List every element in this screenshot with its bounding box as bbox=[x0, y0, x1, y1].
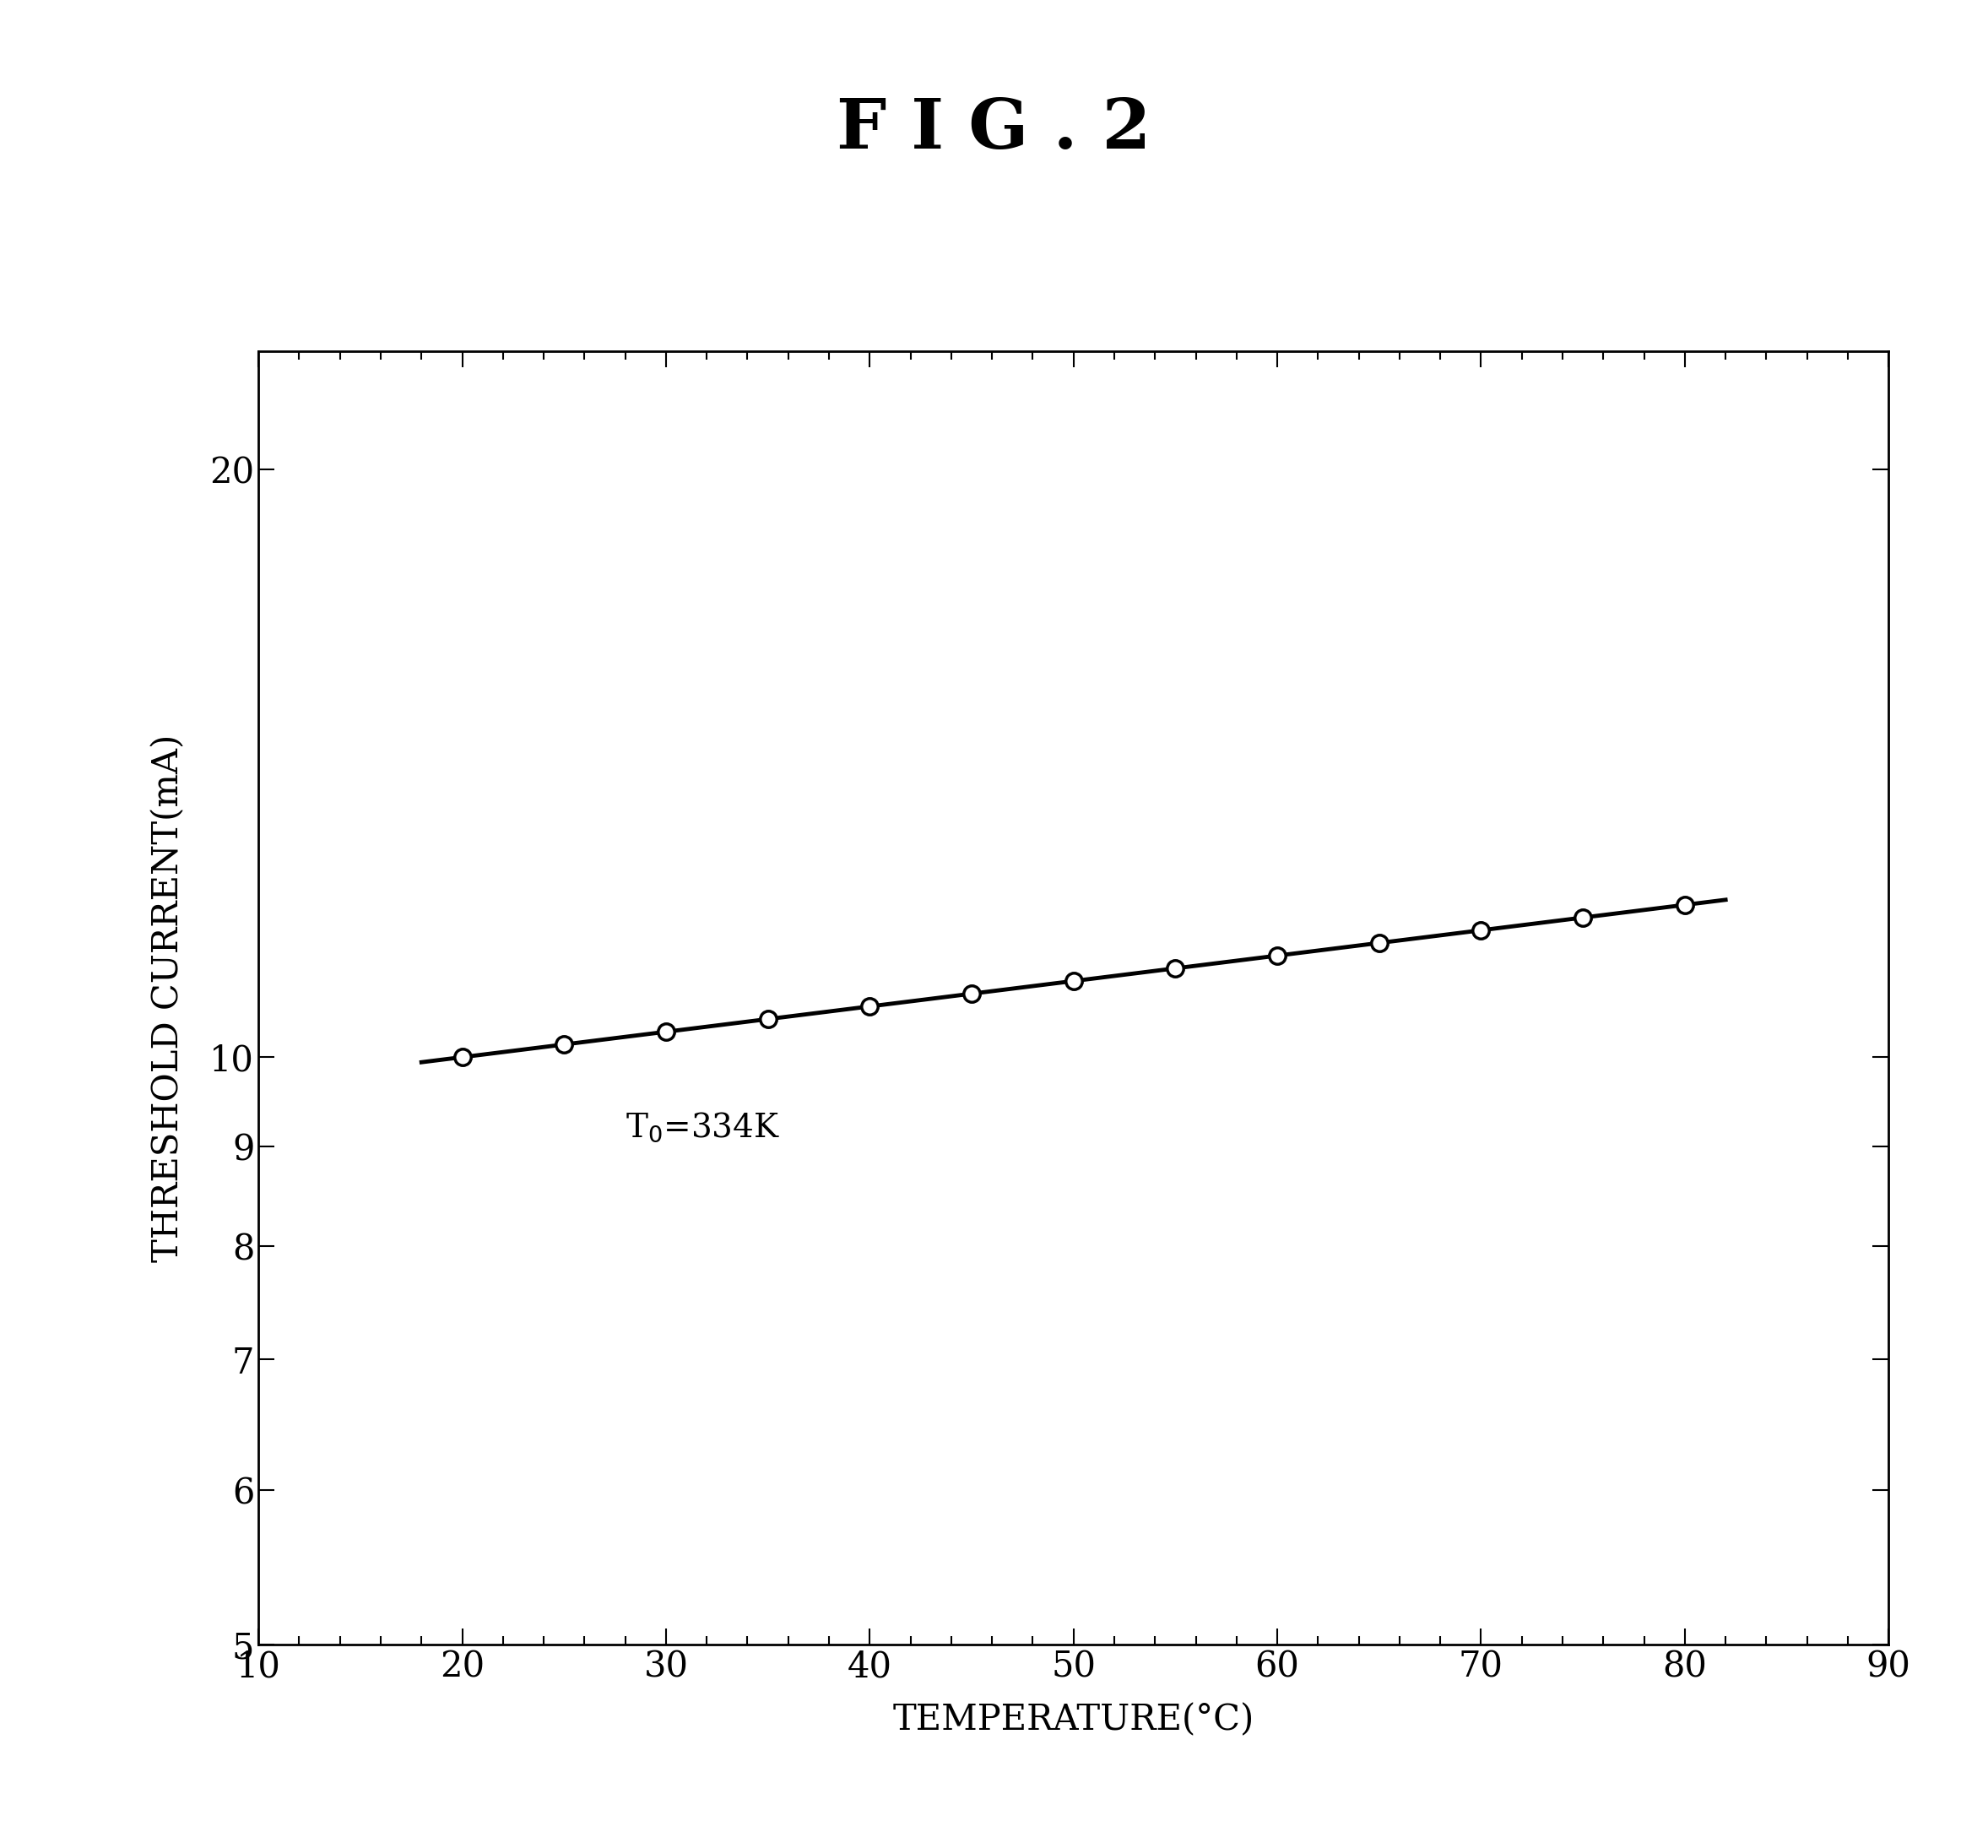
X-axis label: TEMPERATURE(°C): TEMPERATURE(°C) bbox=[893, 1702, 1254, 1737]
Text: T$_0$=334K: T$_0$=334K bbox=[624, 1111, 779, 1144]
Y-axis label: THRESHOLD CURRENT(mA): THRESHOLD CURRENT(mA) bbox=[151, 734, 187, 1262]
Text: F I G . 2: F I G . 2 bbox=[837, 96, 1151, 163]
